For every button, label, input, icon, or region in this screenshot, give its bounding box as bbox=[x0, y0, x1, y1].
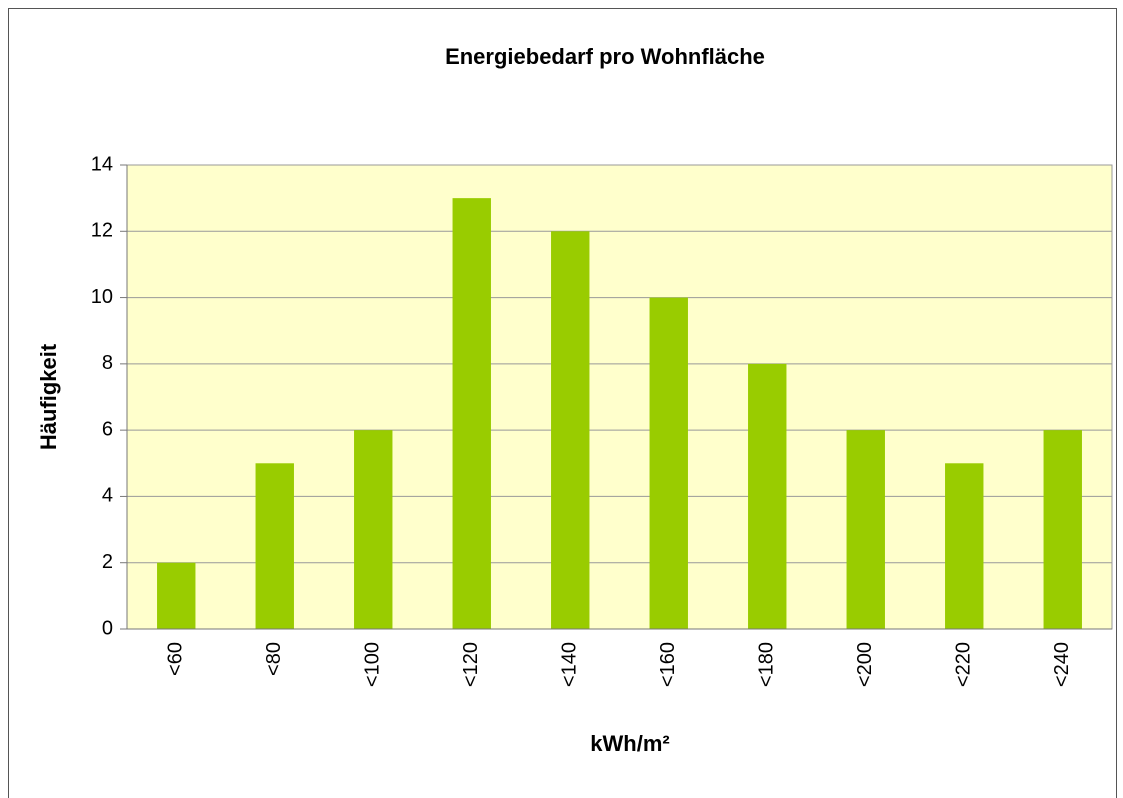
y-tick-label: 12 bbox=[91, 220, 113, 242]
bar bbox=[748, 363, 787, 629]
bar bbox=[846, 430, 885, 629]
x-tick-label: <220 bbox=[953, 642, 975, 687]
x-tick-label: <200 bbox=[854, 642, 876, 687]
bar bbox=[354, 430, 393, 629]
chart-title: Energiebedarf pro Wohnfläche bbox=[445, 44, 765, 69]
bar bbox=[157, 562, 196, 629]
y-tick-label: 10 bbox=[91, 286, 113, 308]
y-tick-label: 4 bbox=[102, 485, 113, 507]
x-tick-label: <240 bbox=[1051, 642, 1073, 687]
x-axis-label: kWh/m² bbox=[590, 731, 669, 756]
y-tick-label: 6 bbox=[102, 418, 113, 440]
x-tick-label: <160 bbox=[657, 642, 679, 687]
y-tick-label: 0 bbox=[102, 617, 113, 639]
y-tick-label: 2 bbox=[102, 551, 113, 573]
y-axis-label: Häufigkeit bbox=[36, 343, 61, 450]
x-tick-label: <180 bbox=[756, 642, 778, 687]
x-tick-label: <60 bbox=[165, 642, 187, 676]
x-tick-label: <100 bbox=[362, 642, 384, 687]
y-tick-label: 8 bbox=[102, 352, 113, 374]
y-tick-label: 14 bbox=[91, 153, 113, 175]
bar bbox=[551, 231, 590, 630]
bar bbox=[1043, 430, 1082, 629]
x-tick-label: <140 bbox=[559, 642, 581, 687]
bar bbox=[649, 297, 688, 629]
bar bbox=[945, 463, 984, 629]
x-tick-label: <80 bbox=[263, 642, 285, 676]
bar bbox=[255, 463, 294, 629]
bar bbox=[452, 198, 491, 629]
x-tick-label: <120 bbox=[460, 642, 482, 687]
